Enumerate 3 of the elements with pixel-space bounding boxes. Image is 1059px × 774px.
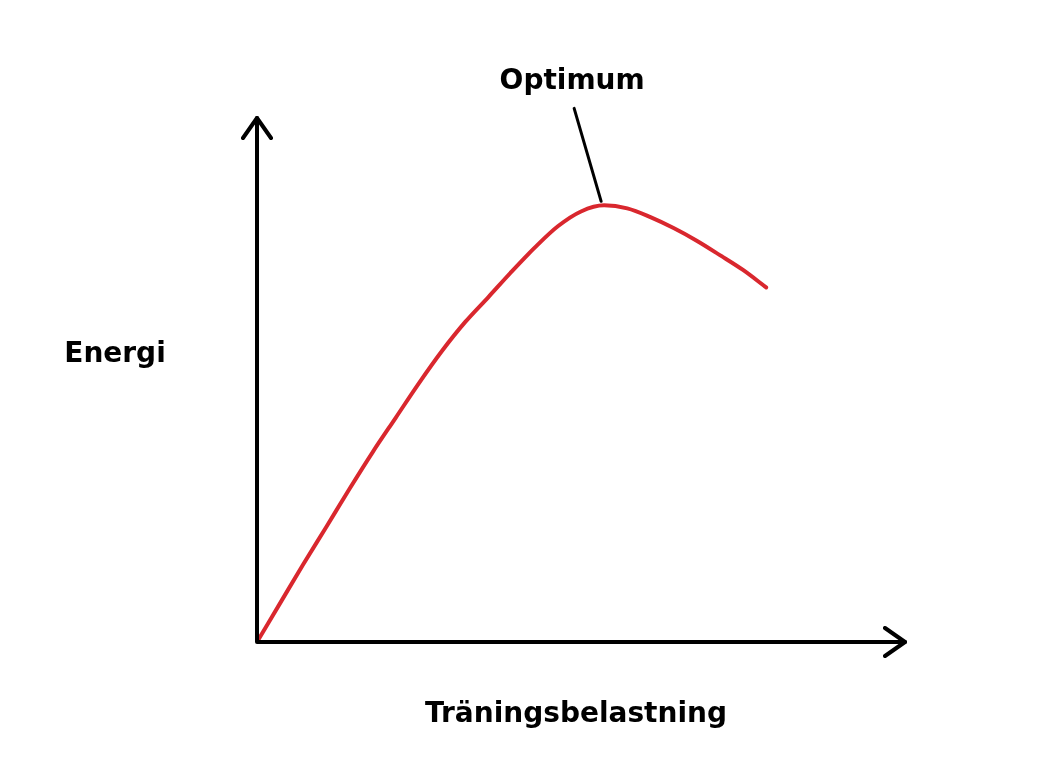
y-axis-title: Energi — [64, 336, 166, 370]
text: Optimum — [499, 62, 645, 96]
x-axis-title: Träningsbelastning — [425, 696, 727, 730]
